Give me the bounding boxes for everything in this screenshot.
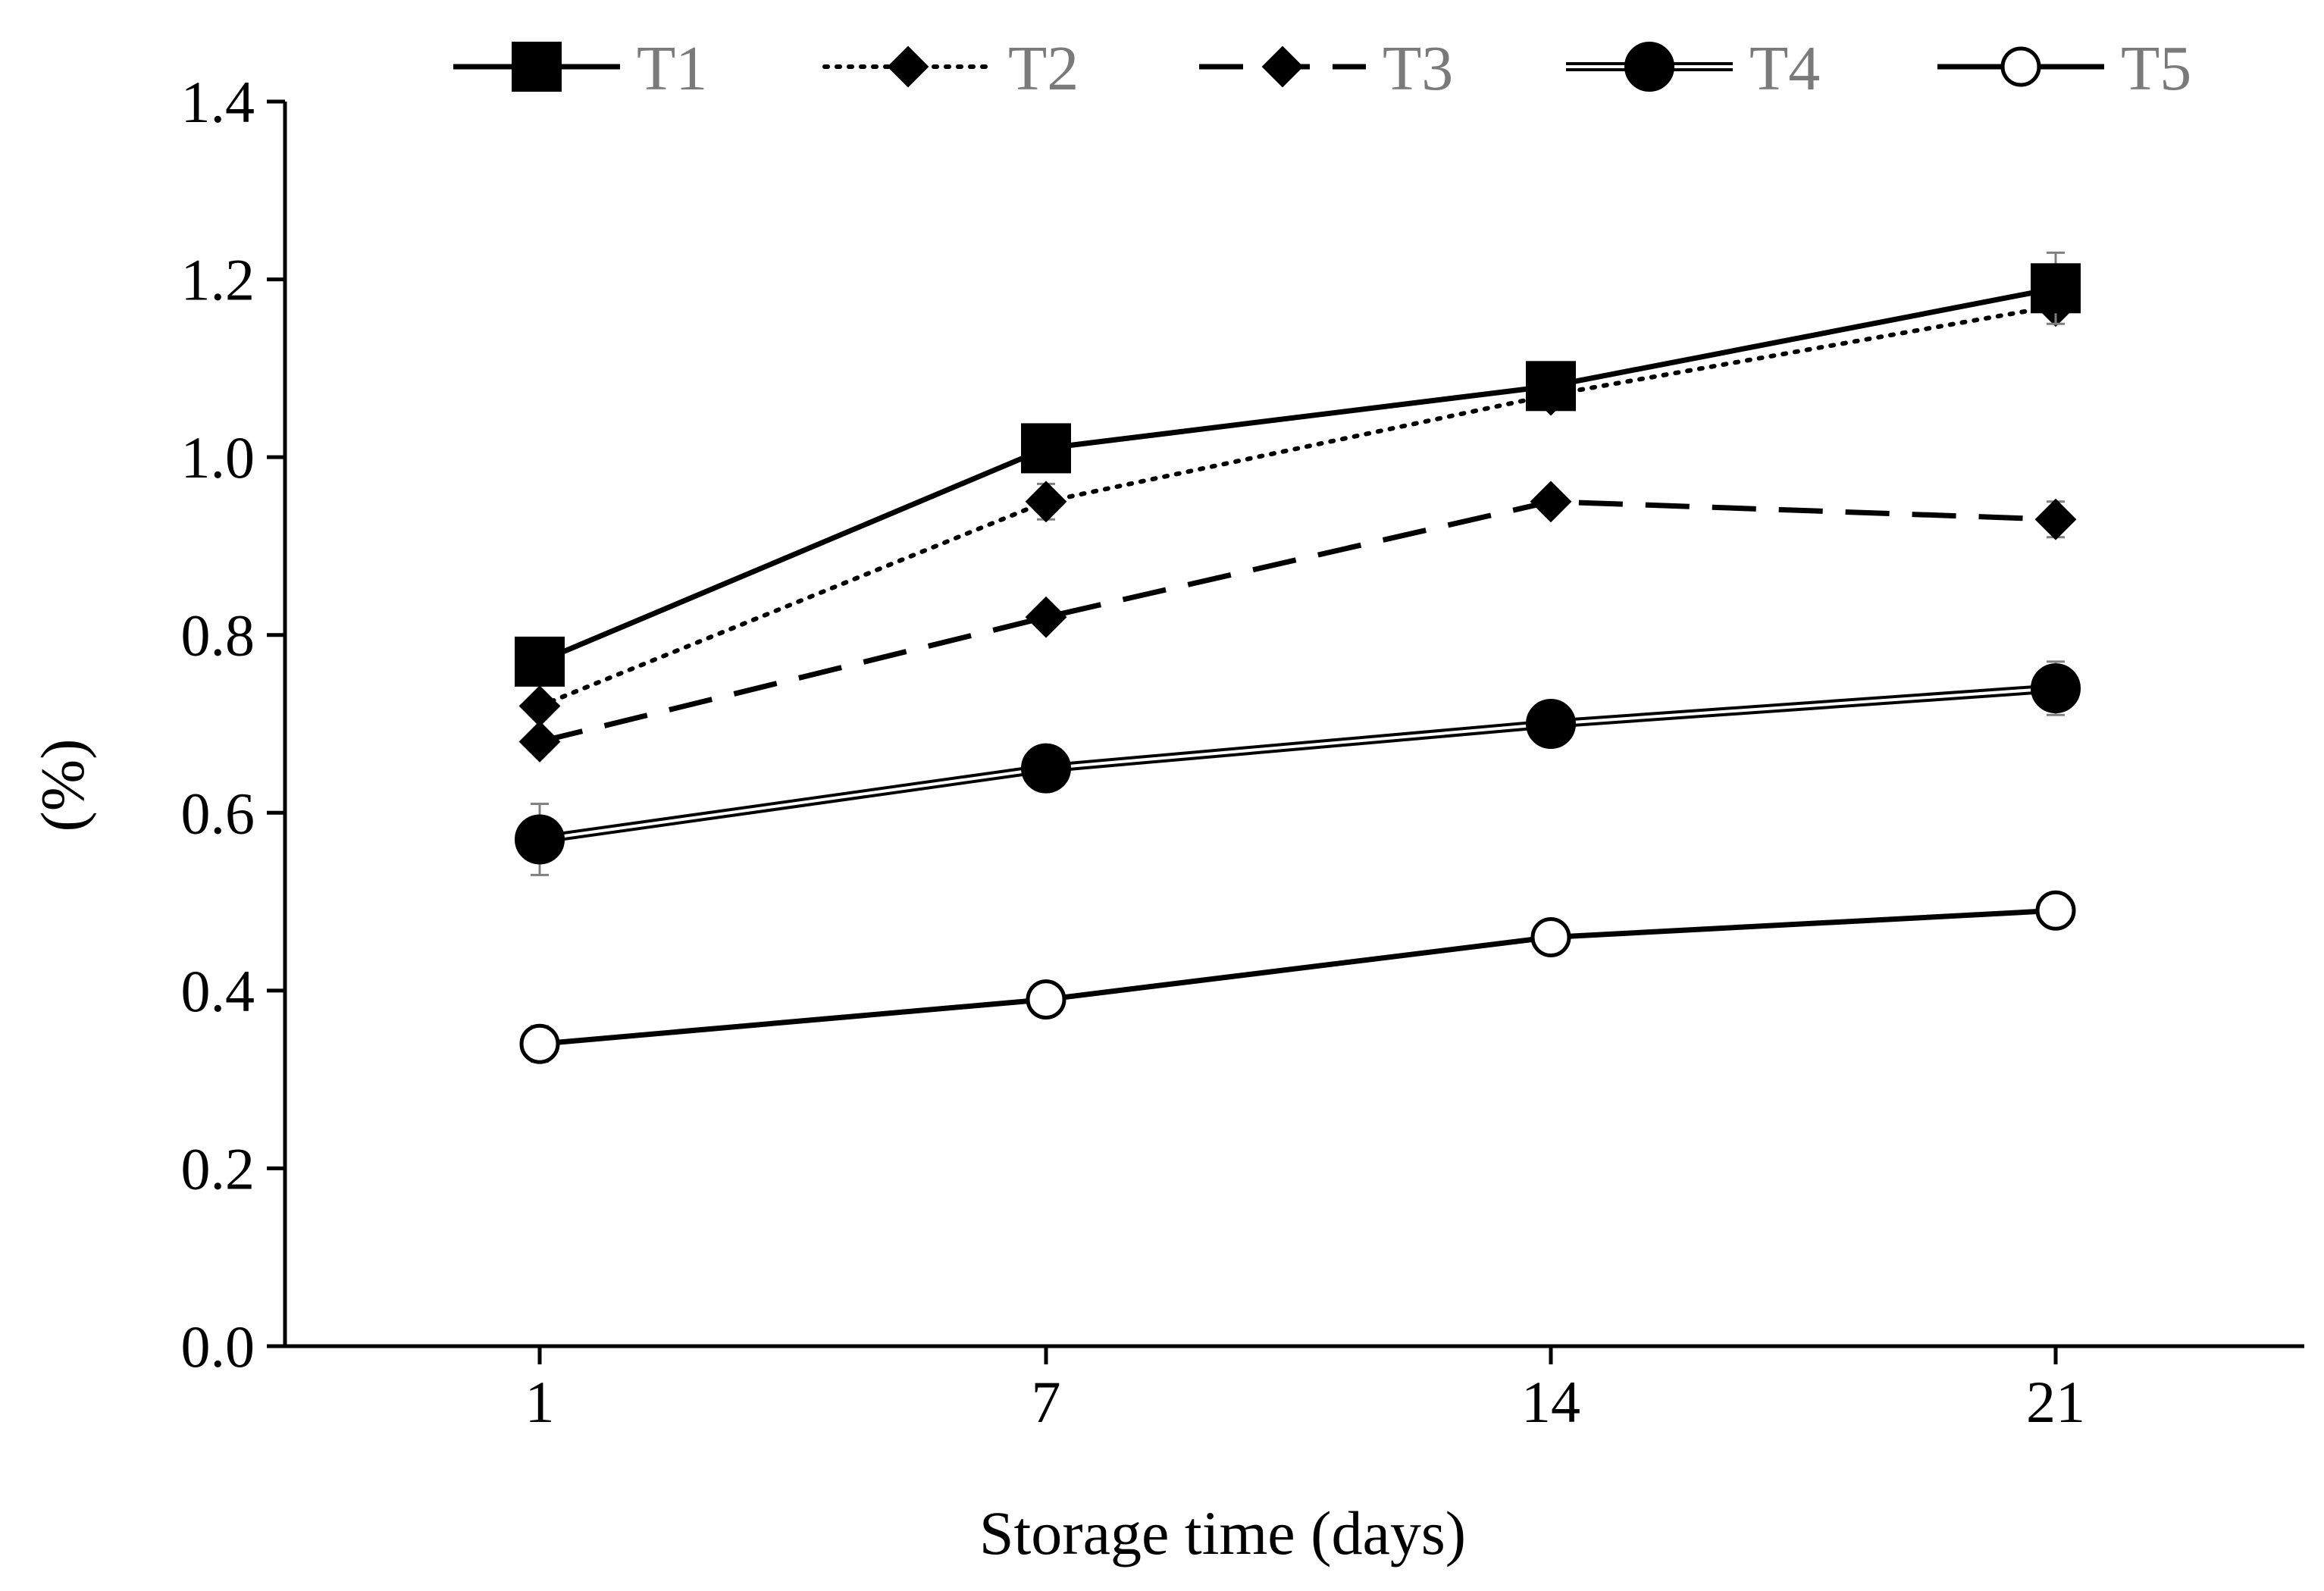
legend-marker-T4 bbox=[1624, 42, 1674, 92]
legend-label-T2: T2 bbox=[1008, 33, 1079, 104]
data-point-T2 bbox=[518, 685, 561, 727]
data-point-T4 bbox=[2031, 663, 2081, 714]
data-point-T5 bbox=[1530, 916, 1571, 957]
data-point-T3 bbox=[2034, 498, 2077, 540]
x-axis-title: Storage time (days) bbox=[979, 1499, 1466, 1568]
data-point-T4 bbox=[515, 814, 565, 865]
y-tick-label: 0.2 bbox=[181, 1135, 255, 1201]
series-T1 bbox=[515, 251, 2081, 687]
legend-label-T5: T5 bbox=[2121, 33, 2191, 104]
data-point-T4 bbox=[1526, 699, 1576, 749]
legend-item-T4: T4 bbox=[1566, 33, 1820, 104]
data-point-T1 bbox=[515, 636, 565, 687]
y-tick-label: 0.6 bbox=[181, 780, 255, 846]
data-point-T1 bbox=[1021, 423, 1071, 474]
y-tick-label: 1.0 bbox=[181, 424, 255, 490]
data-point-T3 bbox=[518, 721, 561, 763]
data-point-T3 bbox=[1025, 596, 1067, 638]
data-point-T1 bbox=[2031, 263, 2081, 314]
legend-item-T3: T3 bbox=[1199, 33, 1453, 104]
data-point-T5 bbox=[2035, 890, 2076, 931]
x-tick-label: 14 bbox=[1521, 1369, 1580, 1435]
legend-item-T1: T1 bbox=[453, 33, 707, 104]
y-tick-label: 0.0 bbox=[181, 1314, 255, 1380]
legend-item-T5: T5 bbox=[1937, 33, 2191, 104]
legend-item-T2: T2 bbox=[822, 33, 1079, 104]
legend: T1 T2 T3 T4 T5 bbox=[453, 33, 2191, 104]
data-point-T4 bbox=[1021, 743, 1071, 794]
series-line-T4 bbox=[539, 684, 2056, 844]
data-point-T5 bbox=[519, 1023, 560, 1064]
series-line-T4-inner bbox=[539, 687, 2056, 841]
series-line-T3 bbox=[539, 499, 2056, 744]
legend-marker-T5 bbox=[2000, 46, 2041, 87]
y-tick-label: 0.4 bbox=[181, 958, 255, 1024]
series-T2 bbox=[518, 285, 2077, 727]
legend-marker-T2 bbox=[887, 45, 929, 88]
x-tick-label: 21 bbox=[2026, 1369, 2085, 1435]
legend-marker-T3 bbox=[1261, 45, 1304, 88]
series-T3 bbox=[518, 481, 2077, 763]
series-line-T5 bbox=[539, 907, 2056, 1047]
data-point-T2 bbox=[1025, 481, 1067, 523]
series-layer bbox=[515, 251, 2081, 1064]
legend-marker-T1 bbox=[512, 42, 562, 92]
data-point-T1 bbox=[1526, 361, 1576, 412]
y-axis-title: (%) bbox=[28, 739, 97, 832]
legend-label-T3: T3 bbox=[1383, 33, 1453, 104]
legend-label-T4: T4 bbox=[1749, 33, 1820, 104]
y-tick-label: 1.2 bbox=[181, 247, 255, 313]
series-T5 bbox=[519, 890, 2076, 1064]
data-point-T3 bbox=[1530, 481, 1572, 523]
series-line-T2 bbox=[537, 303, 2058, 709]
x-tick-label: 1 bbox=[525, 1369, 555, 1435]
series-line-T1 bbox=[538, 285, 2056, 665]
y-tick-label: 1.4 bbox=[181, 69, 255, 135]
x-tick-label: 7 bbox=[1032, 1369, 1061, 1435]
data-point-T5 bbox=[1026, 979, 1066, 1020]
legend-label-T1: T1 bbox=[637, 33, 707, 104]
y-tick-label: 0.8 bbox=[181, 603, 255, 669]
axes: 0.0 0.2 0.4 0.6 0.8 1.0 1.2 1.4 1 7 14 21 bbox=[181, 69, 2304, 1435]
series-T4 bbox=[515, 660, 2081, 876]
